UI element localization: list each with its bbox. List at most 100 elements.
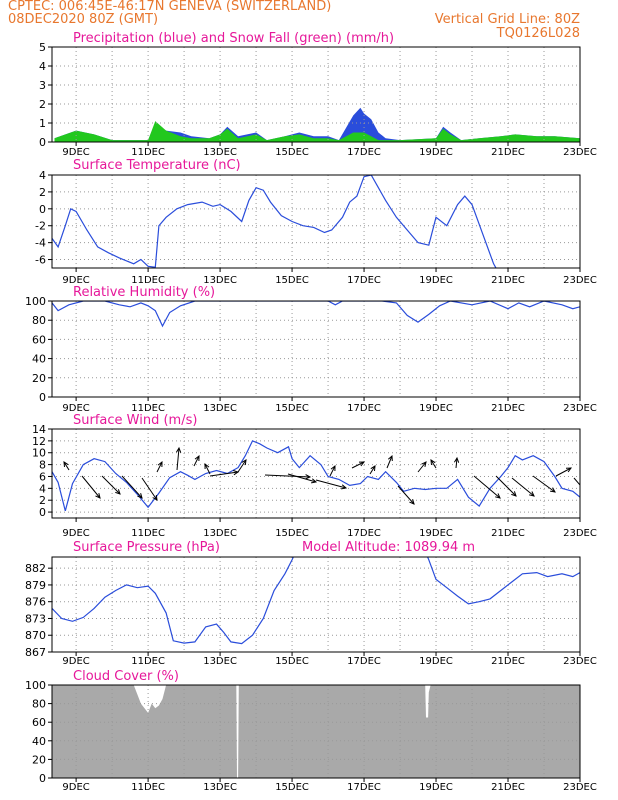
x-tick-label: 11DEC [131, 656, 165, 667]
header-run-id: TQ0126L028 [496, 26, 580, 41]
header-grid-line-note: Vertical Grid Line: 80Z [434, 12, 580, 27]
wind-arrow-shaft [573, 477, 580, 486]
wind-arrow-head [194, 454, 200, 462]
y-tick-label: -2 [35, 220, 46, 233]
wind-arrow-head [511, 491, 517, 497]
y-tick-label: 5 [39, 41, 46, 54]
y-tick-label: 0 [39, 506, 46, 519]
wind-arrow-shaft [204, 463, 211, 475]
y-tick-label: 6 [39, 470, 46, 483]
x-tick-label: 9DEC [62, 403, 89, 414]
panel-frame [51, 300, 581, 398]
x-tick-label: 21DEC [491, 528, 525, 539]
panel-1: 0 1 2 3 4 5 9DEC 11DEC 13DEC 15DEC 17DEC 19DEC 21DEC… [39, 31, 597, 158]
y-tick-label: 876 [25, 596, 46, 609]
snowfall-area [54, 121, 580, 142]
y-tick-label: 8 [39, 459, 46, 472]
wind-arrow-head [528, 491, 535, 497]
wind-arrow-shaft [329, 465, 336, 477]
panel-3: 0 20 40 60 80 100 9DEC 11DEC 13DEC 15DEC 17DEC 19DE… [25, 285, 597, 414]
panel-frame [51, 46, 581, 143]
wind-arrow-head [370, 465, 376, 472]
x-tick-label: 13DEC [203, 403, 237, 414]
wind-arrow-head [311, 478, 318, 484]
panel-frame [51, 428, 581, 519]
wind-arrows [63, 446, 586, 505]
wind-arrow-head [495, 493, 501, 499]
cloud-area-group [52, 685, 580, 778]
wind-arrow-shaft [315, 479, 347, 489]
wind-arrow-shaft [264, 474, 311, 478]
panel-frame [51, 556, 581, 653]
y-tick-label: 80 [32, 698, 46, 711]
y-tick-label: 20 [32, 753, 46, 766]
x-tick-label: 23DEC [563, 275, 597, 286]
x-tick-label: 21DEC [491, 782, 525, 793]
y-tick-label: 4 [39, 482, 46, 495]
y-tick-label: 10 [32, 447, 46, 460]
wind-arrow-head [453, 456, 460, 463]
x-tick-label: 13DEC [203, 275, 237, 286]
cloud-cover-area [52, 685, 580, 778]
x-tick-label: 9DEC [62, 528, 89, 539]
series-group [52, 301, 580, 328]
wind-arrow-shaft [351, 461, 365, 469]
y-tick-label: 100 [25, 679, 46, 692]
wind-arrow-shaft [417, 461, 427, 473]
x-tick-label: 9DEC [62, 656, 89, 667]
model-altitude-label: Model Altitude: 1089.94 m [302, 540, 475, 555]
wind-arrow-shaft [397, 485, 415, 505]
y-tick-label: 12 [32, 435, 46, 448]
x-tick-label: 21DEC [491, 275, 525, 286]
x-tick-label: 9DEC [62, 782, 89, 793]
x-tick-label: 15DEC [275, 782, 309, 793]
series-group [52, 175, 497, 268]
wind-arrow-shaft [495, 475, 517, 497]
x-tick-label: 19DEC [419, 782, 453, 793]
wind-arrow-head [430, 459, 436, 466]
wind-arrow-shaft [473, 475, 501, 499]
x-tick-label: 17DEC [347, 528, 381, 539]
x-tick-label: 17DEC [347, 275, 381, 286]
y-tick-label: 0 [39, 772, 46, 785]
y-tick-label: -4 [35, 237, 46, 250]
wind-arrow-head [409, 499, 415, 505]
y-tick-label: 3 [39, 79, 46, 92]
x-tick-label: 21DEC [491, 656, 525, 667]
y-tick-label: 2 [39, 98, 46, 111]
x-tick-label: 19DEC [419, 147, 453, 158]
x-tick-label: 11DEC [131, 403, 165, 414]
wind-arrow-shaft [386, 455, 393, 469]
x-tick-label: 17DEC [347, 656, 381, 667]
panel-title: Surface Temperature (nC) [73, 158, 241, 173]
x-tick-label: 19DEC [419, 275, 453, 286]
series-group [52, 557, 580, 645]
wind-arrow-head [581, 487, 586, 492]
x-tick-label: 17DEC [347, 403, 381, 414]
x-tick-label: 15DEC [275, 147, 309, 158]
header-line2: 08DEC2020 80Z (GMT) [8, 12, 159, 27]
wind-arrow-shaft [455, 457, 458, 469]
wind-arrow-head [565, 467, 573, 473]
y-tick-label: 0 [39, 391, 46, 404]
x-tick-label: 23DEC [563, 782, 597, 793]
y-tick-label: 4 [39, 169, 46, 182]
y-tick-label: 2 [39, 494, 46, 507]
y-tick-label: 2 [39, 186, 46, 199]
panel-title: Cloud Cover (%) [73, 669, 179, 684]
wind-arrow-head [421, 461, 427, 468]
panel-frame [51, 684, 581, 779]
wind-arrow-head [115, 489, 121, 495]
wind-arrow-shaft [193, 455, 200, 467]
x-tick-label: 23DEC [563, 528, 597, 539]
x-tick-label: 21DEC [491, 147, 525, 158]
panel-title: Relative Humidity (%) [73, 285, 215, 300]
x-tick-label: 15DEC [275, 528, 309, 539]
wind-arrow-shaft [430, 459, 437, 469]
panel-2: -6 -4 -2 0 2 4 9DEC 11DEC 13DEC 15DEC 17DEC 19DEC 21… [35, 158, 597, 286]
series-line [52, 440, 580, 512]
wind-arrow-shaft [532, 475, 556, 493]
wind-arrow-shaft [287, 473, 317, 483]
series-line [52, 301, 580, 328]
